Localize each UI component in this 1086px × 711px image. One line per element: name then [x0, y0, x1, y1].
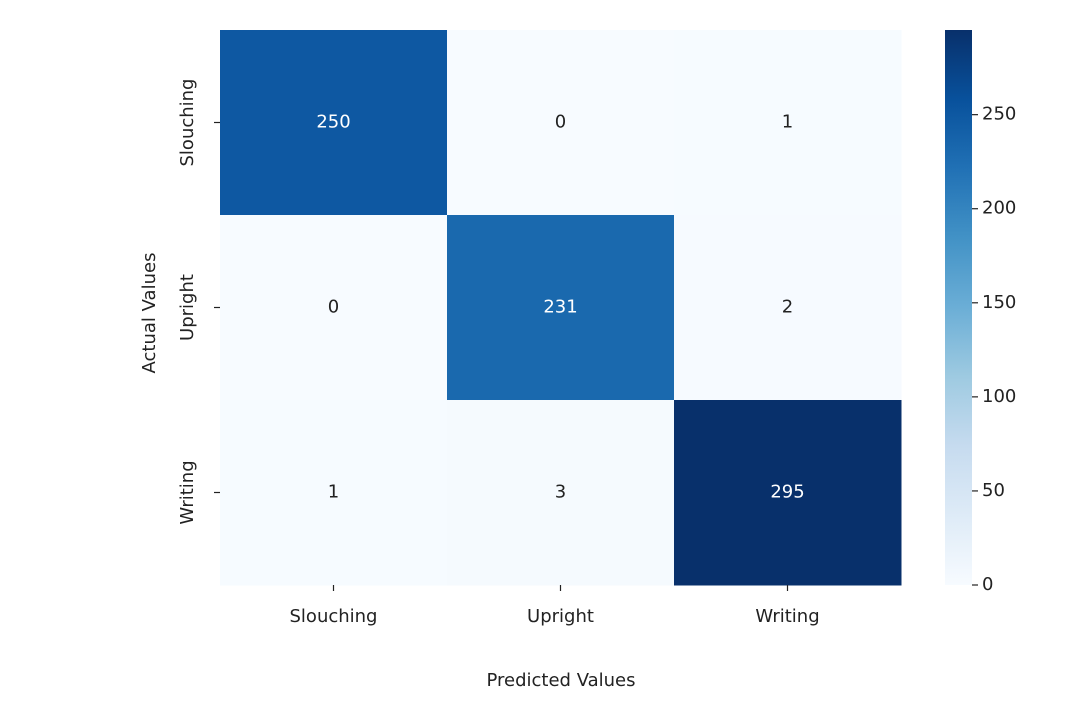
x-tick-label: Writing	[755, 606, 819, 627]
heatmap-cell	[447, 215, 675, 401]
y-tick-label: Slouching	[177, 79, 198, 167]
y-axis-label: Actual Values	[139, 253, 160, 374]
cell-label: 231	[543, 297, 577, 318]
heatmap-cell	[220, 215, 448, 401]
cell-label: 295	[770, 482, 804, 503]
heatmap-cell	[674, 400, 902, 586]
cell-label: 250	[316, 112, 350, 133]
colorbar-tick-label: 0	[982, 574, 993, 595]
x-axis-label: Predicted Values	[486, 670, 635, 691]
heatmap-cell	[220, 400, 448, 586]
x-tick-label: Slouching	[290, 606, 378, 627]
heatmap-cell	[674, 30, 902, 216]
colorbar-tick-label: 150	[982, 292, 1016, 313]
cell-label: 3	[555, 482, 566, 503]
cell-label: 2	[782, 297, 793, 318]
cell-label: 1	[782, 112, 793, 133]
cell-label: 0	[555, 112, 566, 133]
heatmap-cell	[447, 30, 675, 216]
heatmap-cell	[447, 400, 675, 586]
heatmap-cell	[220, 30, 448, 216]
colorbar-tick-label: 100	[982, 386, 1016, 407]
cell-label: 0	[328, 297, 339, 318]
colorbar-tick-label: 200	[982, 198, 1016, 219]
x-tick-label: Upright	[527, 606, 594, 627]
y-tick-label: Writing	[177, 460, 198, 524]
y-tick-label: Upright	[177, 274, 198, 341]
cell-label: 1	[328, 482, 339, 503]
colorbar-tick-label: 50	[982, 480, 1005, 501]
heatmap-cell	[674, 215, 902, 401]
colorbar-tick-label: 250	[982, 104, 1016, 125]
colorbar	[945, 30, 972, 585]
